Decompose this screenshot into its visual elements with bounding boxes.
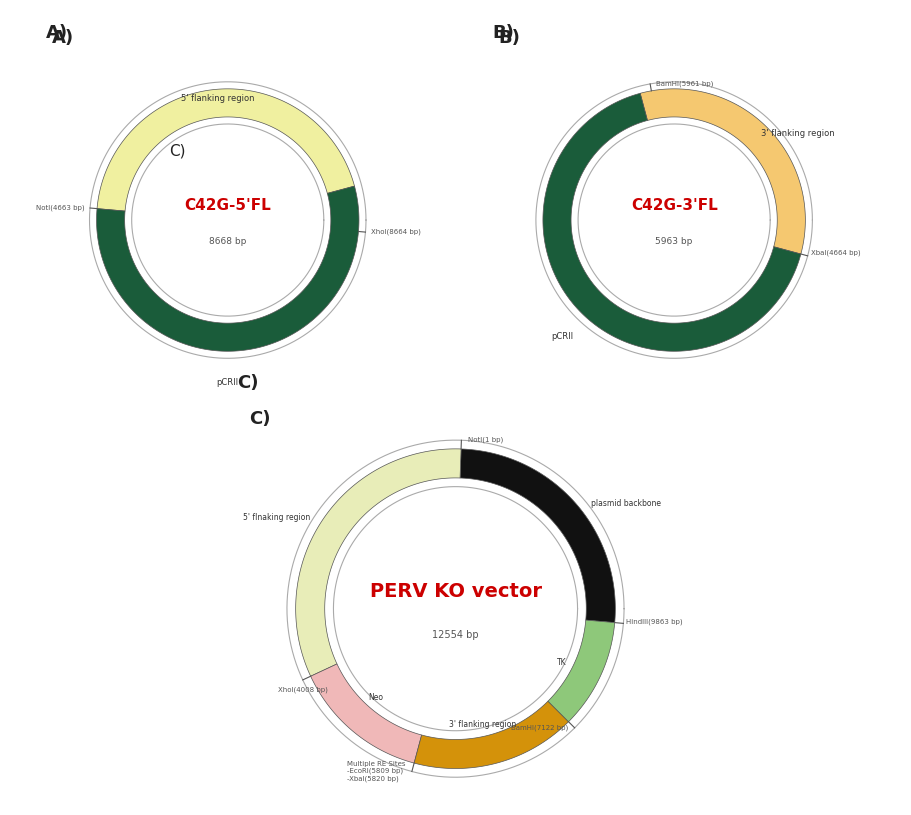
Text: C42G-5'FL: C42G-5'FL (184, 199, 271, 214)
Text: XbaI(4664 bp): XbaI(4664 bp) (811, 249, 861, 256)
Text: NotI(1 bp): NotI(1 bp) (468, 437, 504, 443)
Text: C): C) (249, 410, 271, 428)
Polygon shape (640, 89, 805, 254)
Polygon shape (97, 89, 354, 211)
Text: 5' flnaking region: 5' flnaking region (243, 513, 310, 522)
Text: C42G-3'FL: C42G-3'FL (630, 199, 718, 214)
Text: 3' flanking region: 3' flanking region (761, 129, 834, 138)
Text: plasmid backbone: plasmid backbone (590, 499, 660, 508)
Text: B): B) (493, 24, 515, 42)
Text: C): C) (169, 143, 186, 159)
Text: pCRII: pCRII (551, 332, 573, 341)
Polygon shape (460, 449, 615, 623)
Text: 5963 bp: 5963 bp (655, 236, 693, 245)
Text: C): C) (238, 374, 259, 393)
Text: 8668 bp: 8668 bp (209, 236, 247, 245)
Text: A): A) (46, 24, 68, 42)
Text: XhoI(4008 bp): XhoI(4008 bp) (278, 686, 328, 693)
Text: HindIII(9863 bp): HindIII(9863 bp) (626, 619, 682, 625)
Polygon shape (296, 449, 461, 676)
Text: TK: TK (557, 659, 567, 667)
Polygon shape (415, 701, 568, 769)
Text: Neo: Neo (368, 693, 384, 702)
Text: A): A) (52, 29, 74, 47)
Text: PERV KO vector: PERV KO vector (370, 582, 541, 601)
Text: 5' flanking region: 5' flanking region (180, 95, 254, 104)
Text: NotI(4663 bp): NotI(4663 bp) (36, 205, 84, 211)
Text: 12554 bp: 12554 bp (432, 630, 479, 640)
Text: XhoI(8664 bp): XhoI(8664 bp) (372, 229, 421, 236)
Polygon shape (97, 186, 359, 351)
Text: BamHI(7122 bp): BamHI(7122 bp) (511, 725, 568, 731)
Polygon shape (311, 664, 422, 763)
Text: B): B) (498, 29, 520, 47)
Text: Multiple RE Sites
-EcoRI(5809 bp)
-XbaI(5820 bp): Multiple RE Sites -EcoRI(5809 bp) -XbaI(… (347, 761, 405, 782)
Text: 3' flanking region: 3' flanking region (449, 720, 516, 729)
Text: BamHI(5961 bp): BamHI(5961 bp) (656, 81, 713, 87)
Polygon shape (543, 93, 801, 351)
Text: pCRII: pCRII (217, 378, 239, 387)
Polygon shape (548, 620, 615, 722)
